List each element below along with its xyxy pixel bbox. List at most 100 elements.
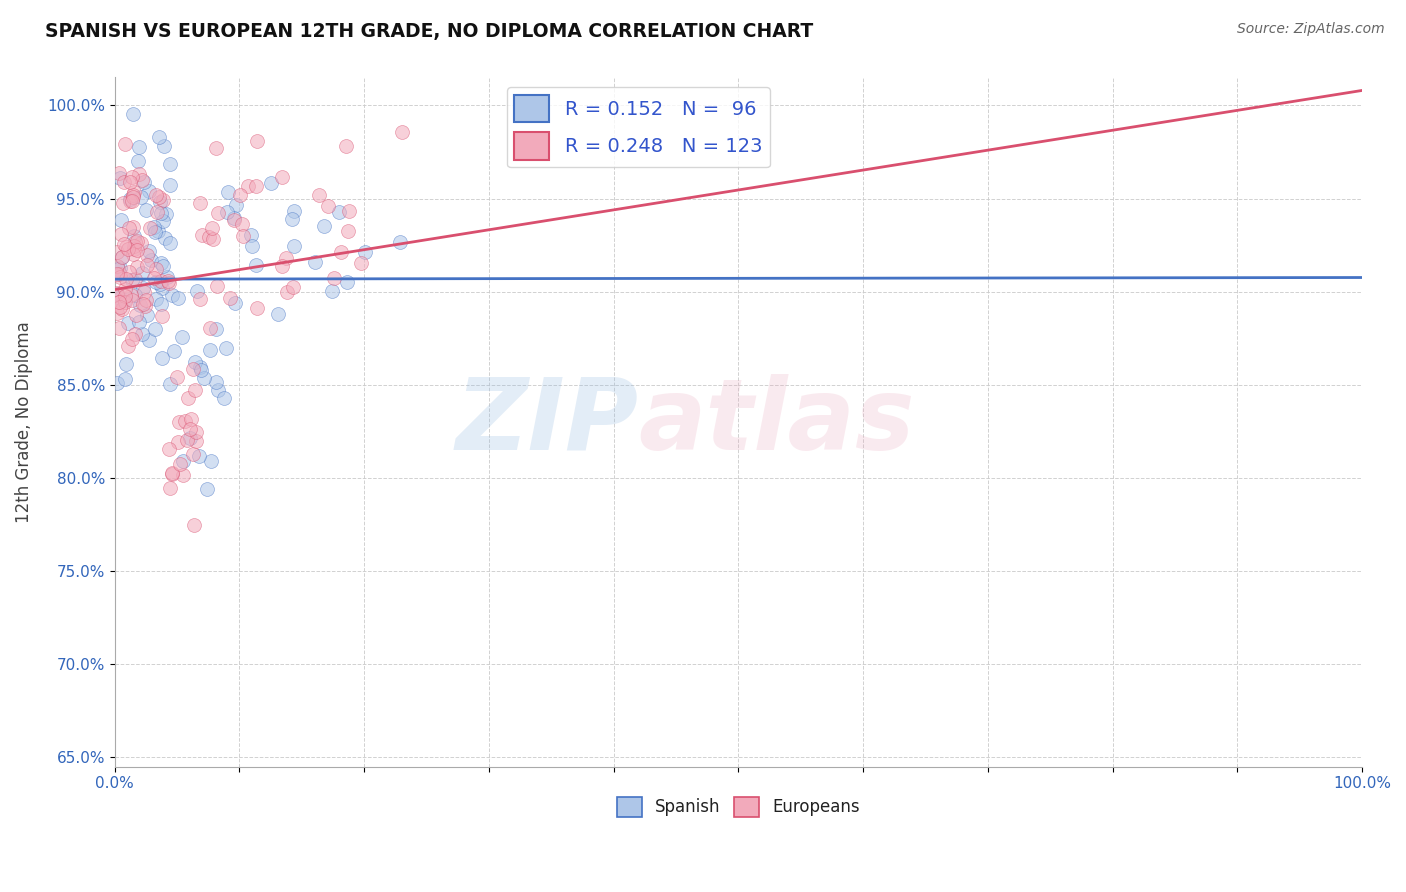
Point (117, 242, 139, 256)
Point (105, 376, 128, 390)
Point (336, 275, 359, 289)
Point (122, 243, 145, 257)
Point (114, 294, 136, 309)
Point (143, 271, 166, 285)
Point (124, 288, 146, 302)
Point (155, 207, 177, 221)
Point (335, 138, 357, 153)
Point (225, 198, 247, 212)
Point (239, 228, 262, 243)
Point (149, 274, 172, 288)
Point (176, 433, 198, 447)
Point (107, 166, 129, 180)
Point (108, 321, 131, 335)
Point (108, 294, 131, 309)
Point (149, 277, 172, 291)
Point (267, 307, 290, 321)
Point (336, 224, 359, 238)
Point (132, 175, 155, 189)
Point (124, 326, 146, 341)
Point (125, 308, 148, 322)
Point (121, 194, 143, 208)
Point (122, 185, 145, 199)
Point (114, 282, 136, 296)
Point (391, 125, 413, 139)
Point (321, 285, 343, 299)
Point (159, 178, 181, 192)
Point (145, 188, 167, 202)
Point (115, 239, 138, 253)
Point (134, 299, 156, 313)
Point (283, 203, 305, 218)
Point (143, 322, 166, 336)
Point (152, 260, 174, 274)
Point (153, 139, 176, 153)
Point (222, 213, 245, 227)
Point (145, 276, 167, 290)
Point (127, 154, 149, 169)
Point (135, 293, 157, 307)
Point (122, 228, 145, 243)
Point (200, 454, 222, 468)
Point (150, 205, 173, 219)
Point (127, 243, 149, 257)
Point (177, 391, 200, 405)
Point (152, 193, 174, 207)
Point (187, 449, 209, 463)
Point (132, 281, 155, 295)
Point (283, 280, 305, 294)
Point (146, 224, 169, 238)
Point (217, 205, 239, 219)
Point (218, 291, 240, 305)
Point (121, 332, 143, 346)
Point (138, 333, 160, 347)
Point (167, 291, 190, 305)
Point (132, 285, 155, 299)
Point (224, 295, 246, 310)
Point (245, 178, 267, 193)
Point (245, 258, 267, 272)
Point (107, 262, 129, 277)
Point (188, 359, 211, 374)
Point (150, 281, 173, 295)
Point (207, 383, 229, 397)
Point (389, 235, 412, 250)
Point (183, 383, 205, 397)
Point (179, 431, 201, 445)
Point (110, 227, 132, 241)
Point (118, 221, 141, 235)
Point (143, 225, 166, 239)
Point (231, 217, 253, 231)
Point (105, 259, 128, 273)
Point (195, 482, 218, 496)
Point (121, 287, 143, 301)
Point (121, 107, 143, 121)
Point (148, 190, 170, 204)
Point (188, 196, 211, 211)
Point (188, 292, 211, 306)
Point (148, 130, 170, 145)
Point (169, 457, 191, 471)
Point (181, 447, 204, 461)
Point (136, 258, 159, 272)
Point (105, 267, 128, 281)
Point (125, 260, 148, 274)
Point (124, 235, 146, 249)
Legend: Spanish, Europeans: Spanish, Europeans (610, 790, 866, 823)
Point (232, 228, 254, 243)
Point (193, 370, 215, 384)
Point (167, 435, 190, 450)
Point (186, 425, 208, 440)
Point (129, 297, 152, 311)
Point (181, 362, 204, 376)
Point (174, 414, 197, 428)
Point (114, 357, 136, 371)
Point (114, 137, 136, 152)
Point (159, 481, 181, 495)
Point (138, 184, 160, 198)
Point (149, 194, 172, 209)
Point (135, 203, 157, 218)
Point (205, 322, 228, 336)
Point (114, 289, 136, 303)
Point (159, 377, 181, 392)
